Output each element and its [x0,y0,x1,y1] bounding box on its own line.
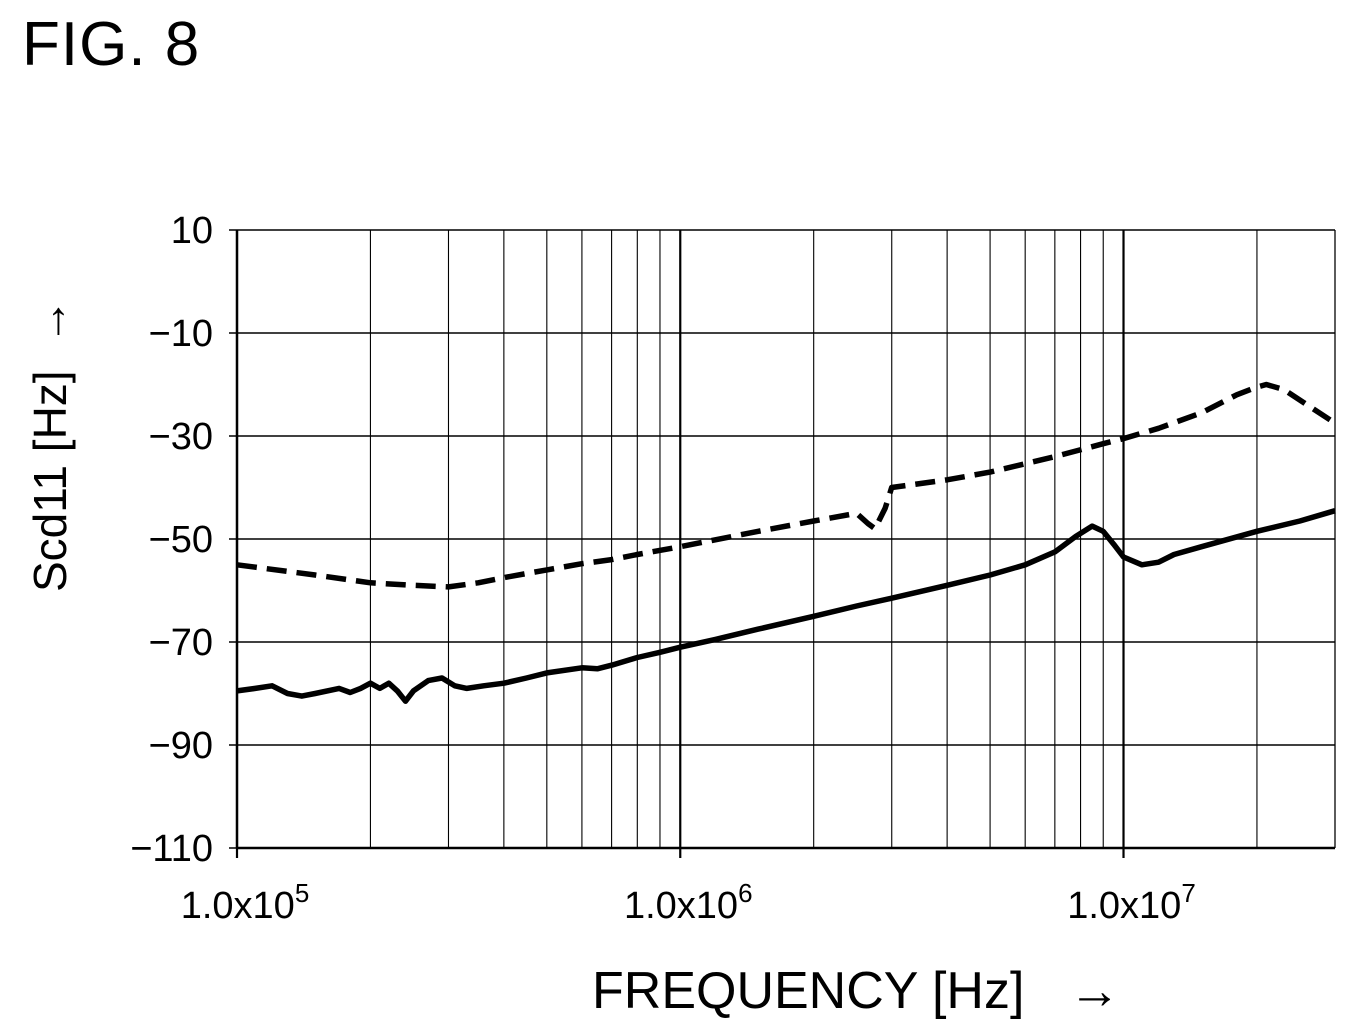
y-tick-labels: 10 −10 −30 −50 −70 −90 −110 [130,210,213,870]
x-tick-label: 1.0x105 [181,878,310,927]
series-solid-line [236,508,1336,704]
x-tick-label: 1.0x107 [1067,878,1196,927]
y-tick-label: −90 [149,725,213,767]
y-tick-label: −10 [149,313,213,355]
x-axis-label: FREQUENCY [Hz] → [592,962,1120,1020]
y-axis-arrow: → [24,298,76,344]
x-tick-labels: 1.0x105 1.0x106 1.0x107 [181,878,1196,927]
y-tick-label: −30 [149,416,213,458]
major-gridlines [229,229,1335,858]
y-tick-label: 10 [171,210,213,252]
y-tick-label: −70 [149,622,213,664]
figure-title: FIG. 8 [22,10,201,79]
y-tick-label: −110 [130,828,213,870]
y-axis-label: Scd11 [Hz]→ [24,298,76,592]
x-tick-label: 1.0x106 [624,878,753,927]
x-axis-arrow: → [1068,962,1120,1020]
series-dashed-line [236,381,1337,590]
series-layer [236,381,1337,704]
y-tick-label: −50 [149,519,213,561]
